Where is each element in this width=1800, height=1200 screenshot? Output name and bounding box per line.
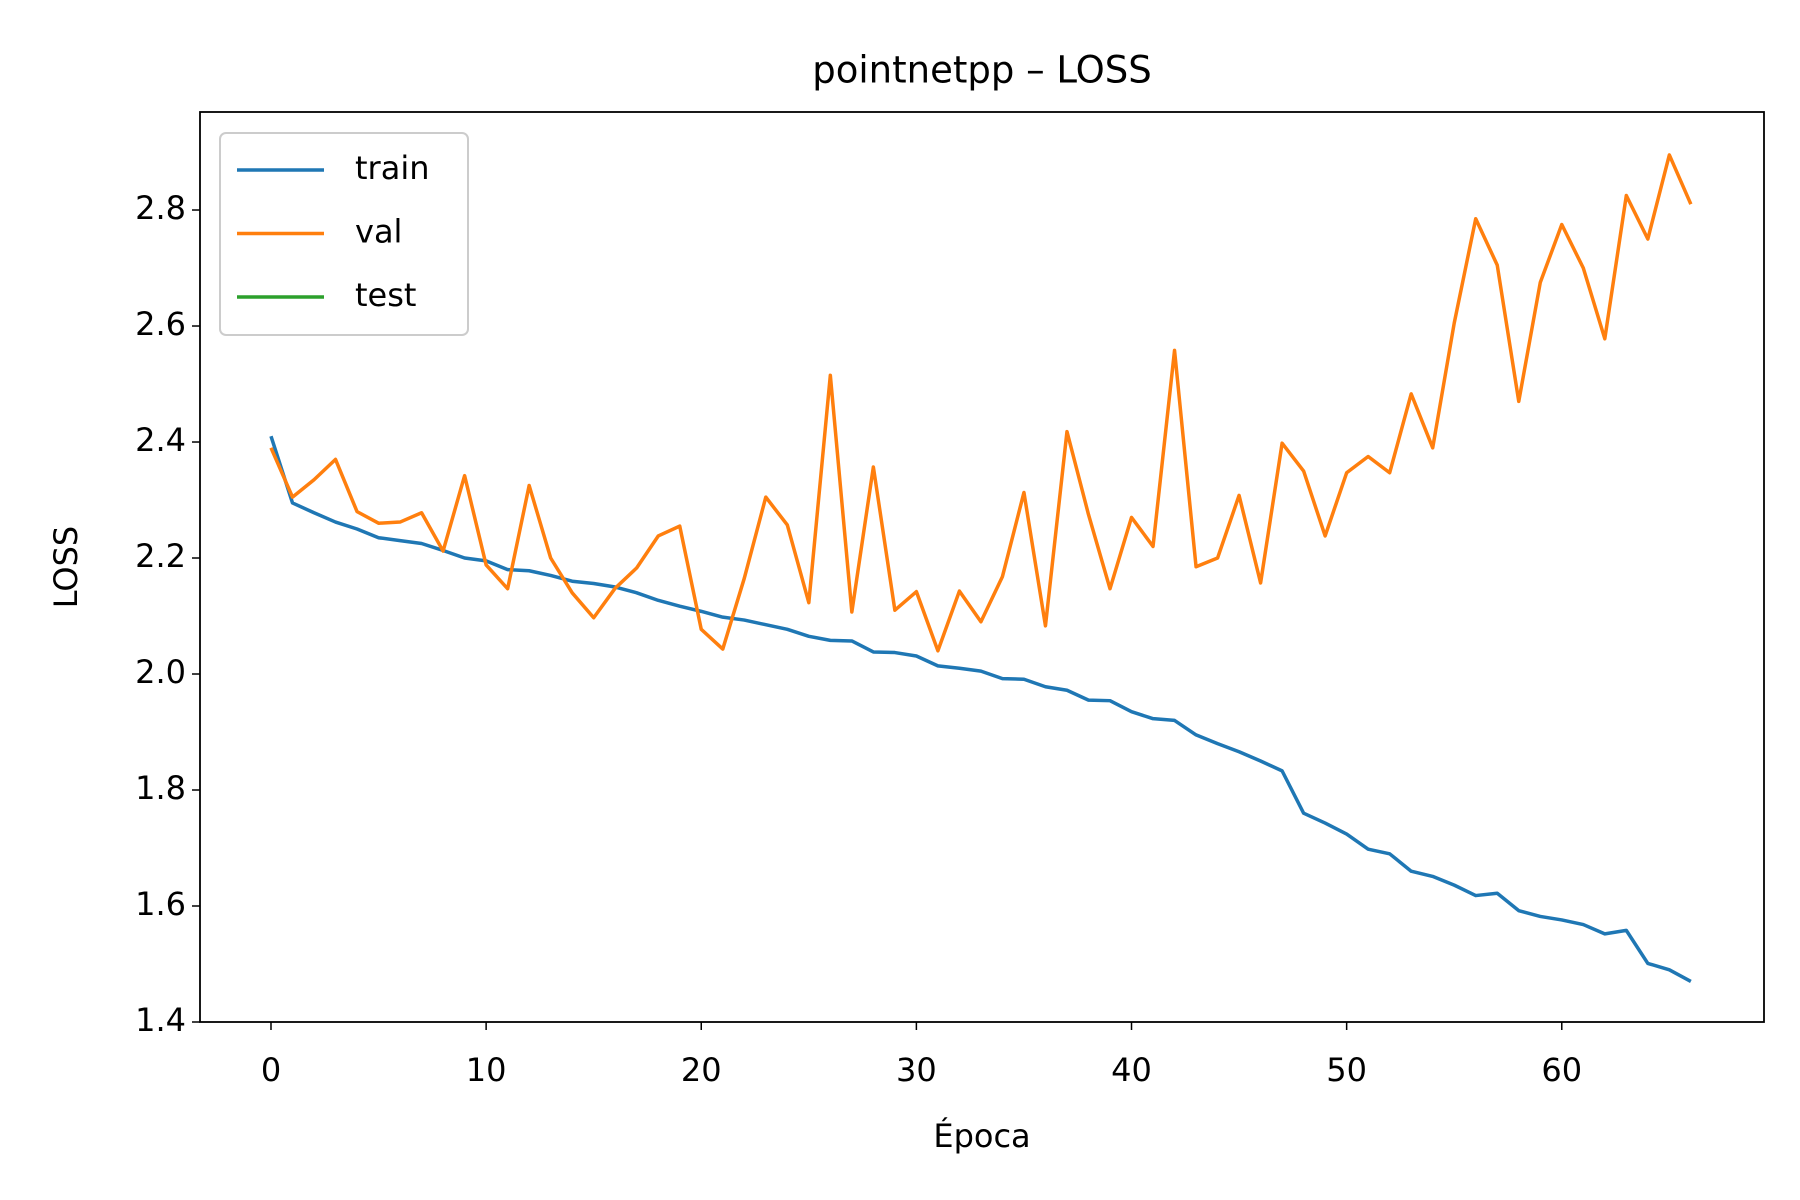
y-tick-label: 2.6: [135, 305, 186, 343]
x-tick-label: 60: [1541, 1051, 1582, 1089]
plot-frame: [199, 111, 1765, 1023]
x-tick-label: 0: [261, 1051, 281, 1089]
x-tick-label: 20: [681, 1051, 722, 1089]
legend-box: [219, 132, 469, 336]
y-tick-label: 1.8: [135, 769, 186, 807]
legend-label: train: [355, 149, 429, 187]
x-tick-label: 30: [896, 1051, 937, 1089]
x-axis-label: Época: [933, 1117, 1030, 1155]
y-tick-label: 2.8: [135, 189, 186, 227]
chart-title: pointnetpp – LOSS: [812, 49, 1151, 92]
x-tick-label: 50: [1326, 1051, 1367, 1089]
y-tick-label: 2.4: [135, 421, 186, 459]
y-tick-label: 2.2: [135, 537, 186, 575]
legend-label: val: [355, 213, 402, 251]
y-axis-label: LOSS: [47, 526, 85, 609]
line-series: [269, 435, 1692, 983]
y-tick-label: 1.6: [135, 885, 186, 923]
y-tick-label: 1.4: [135, 1001, 186, 1039]
line-series: [269, 153, 1693, 653]
x-tick-label: 10: [466, 1051, 507, 1089]
y-tick-label: 2.0: [135, 653, 186, 691]
x-tick-label: 40: [1111, 1051, 1152, 1089]
legend-label: test: [355, 276, 416, 314]
